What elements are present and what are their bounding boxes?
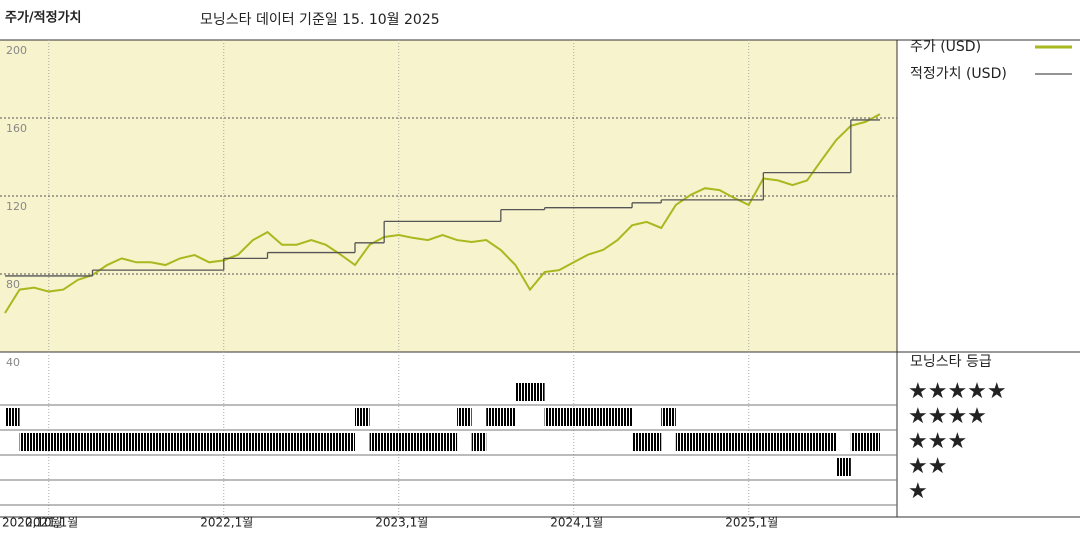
chart-subtitle: 모닝스타 데이터 기준일 15. 10월 2025 (200, 12, 440, 28)
y-tick-label: 80 (6, 278, 20, 291)
rating-bar (457, 408, 472, 426)
x-tick-label: 2023,1월 (375, 516, 428, 530)
rating-label: ★★★★★ (908, 379, 1007, 404)
x-tick-label: 2021,1월 (25, 516, 78, 530)
rating-bar (355, 408, 370, 426)
x-tick-label: 2024,1월 (550, 516, 603, 530)
price-line (4, 113, 881, 314)
legend-label: 주가 (USD) (910, 39, 981, 55)
rating-bar (19, 433, 355, 451)
rating-label: ★ (908, 479, 928, 504)
y-tick-label: 200 (6, 44, 27, 57)
x-tick-label: 2022,1월 (200, 516, 253, 530)
rating-bar (515, 383, 545, 401)
x-tick-label: 2025,1월 (725, 516, 778, 530)
rating-bar (369, 433, 458, 451)
rating-bar (544, 408, 633, 426)
rating-bar (486, 408, 516, 426)
rating-bar (675, 433, 837, 451)
rating-label: ★★★★ (908, 404, 987, 429)
rating-bar (836, 458, 851, 476)
x-tick-label: 2020,10월 (2, 516, 63, 530)
y-tick-label: 160 (6, 122, 27, 135)
rating-bar (5, 408, 20, 426)
rating-bar (471, 433, 487, 451)
rating-title: 모닝스타 등급 (910, 354, 992, 370)
chart-title: 주가/적정가치 (5, 10, 82, 26)
rating-label: ★★★ (908, 429, 967, 454)
rating-bar (632, 433, 662, 451)
rating-bar (850, 433, 880, 451)
rating-label: ★★ (908, 454, 947, 479)
legend-label: 적정가치 (USD) (910, 66, 1007, 82)
y-tick-label: 40 (6, 356, 20, 369)
rating-bar (661, 408, 676, 426)
y-tick-label: 120 (6, 200, 27, 213)
